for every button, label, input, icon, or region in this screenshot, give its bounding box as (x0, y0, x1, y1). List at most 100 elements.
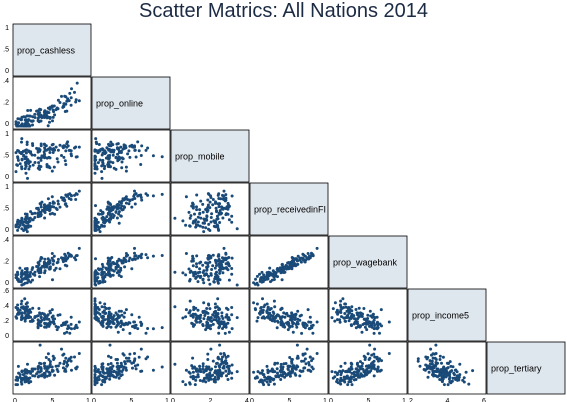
data-point (134, 192, 138, 196)
data-point (20, 115, 24, 119)
data-point (124, 308, 128, 312)
data-point (365, 328, 369, 332)
data-point (353, 374, 357, 378)
data-point (27, 162, 31, 165)
data-point (134, 155, 138, 159)
data-point (74, 367, 78, 371)
data-point (226, 201, 230, 205)
data-point (191, 259, 195, 263)
data-point (18, 162, 22, 166)
data-point (227, 330, 231, 334)
data-point (198, 367, 202, 371)
data-point (38, 311, 42, 315)
data-point (204, 310, 208, 314)
data-point (290, 262, 294, 266)
data-point (286, 364, 290, 368)
data-point (93, 312, 97, 316)
data-point (290, 358, 294, 361)
data-point (339, 382, 343, 386)
data-point (429, 347, 433, 351)
data-point (107, 314, 111, 318)
data-point (195, 317, 198, 321)
data-point (353, 320, 357, 324)
data-point (221, 207, 225, 211)
data-point (230, 376, 234, 380)
data-point (31, 278, 34, 282)
data-point (181, 316, 185, 320)
data-point (441, 366, 445, 370)
data-point (335, 373, 339, 377)
data-point (93, 271, 97, 275)
data-point (93, 299, 97, 303)
data-point (104, 375, 108, 379)
data-point (16, 364, 20, 368)
data-point (368, 343, 372, 347)
data-point (315, 352, 319, 355)
x-tick-label: .5 (286, 398, 292, 402)
data-point (199, 370, 203, 373)
data-point (38, 275, 42, 279)
data-point (290, 313, 294, 317)
data-point (260, 280, 264, 284)
data-point (191, 201, 195, 205)
data-point (207, 303, 211, 307)
data-point (110, 367, 114, 371)
data-point (107, 212, 111, 216)
data-point (31, 212, 35, 216)
data-point (191, 205, 195, 209)
label-cell-prop-receivedinFI (249, 182, 329, 236)
data-point (43, 155, 47, 159)
data-point (285, 311, 289, 315)
data-point (103, 305, 107, 309)
data-point (24, 315, 28, 319)
data-point (73, 355, 76, 359)
data-point (53, 268, 57, 272)
data-point (93, 378, 97, 382)
data-point (298, 256, 302, 260)
data-point (311, 323, 315, 327)
data-point (124, 356, 128, 360)
data-point (74, 323, 78, 327)
data-point (202, 230, 206, 234)
data-point (48, 371, 52, 375)
data-point (310, 326, 314, 330)
data-point (112, 318, 115, 322)
data-point (48, 107, 52, 111)
data-point (133, 189, 136, 193)
data-point (211, 359, 215, 363)
scatter-panel-r5-c0 (12, 288, 92, 342)
data-point (198, 208, 202, 212)
data-point (266, 271, 270, 275)
data-point (293, 257, 297, 261)
data-point (272, 382, 276, 386)
data-point (128, 321, 132, 325)
data-point (107, 272, 111, 276)
data-point (55, 328, 59, 332)
data-point (43, 210, 47, 214)
data-point (109, 325, 113, 329)
data-point (121, 352, 125, 356)
data-point (14, 223, 18, 227)
data-point (151, 368, 155, 372)
data-point (94, 257, 97, 261)
data-point (146, 146, 150, 150)
data-point (216, 377, 220, 381)
data-point (50, 365, 54, 369)
label-cell-prop-mobile (170, 129, 250, 183)
data-point (372, 374, 376, 378)
data-point (144, 192, 148, 196)
data-point (128, 256, 132, 260)
data-point (39, 156, 43, 160)
data-point (33, 153, 37, 157)
data-point (104, 311, 108, 315)
data-point (227, 369, 231, 373)
data-point (366, 313, 370, 317)
data-point (104, 151, 108, 155)
data-point (298, 318, 302, 322)
data-point (51, 211, 54, 215)
data-point (43, 257, 47, 261)
data-point (31, 144, 35, 147)
data-point (26, 109, 30, 112)
data-point (39, 271, 43, 274)
data-point (126, 322, 130, 326)
